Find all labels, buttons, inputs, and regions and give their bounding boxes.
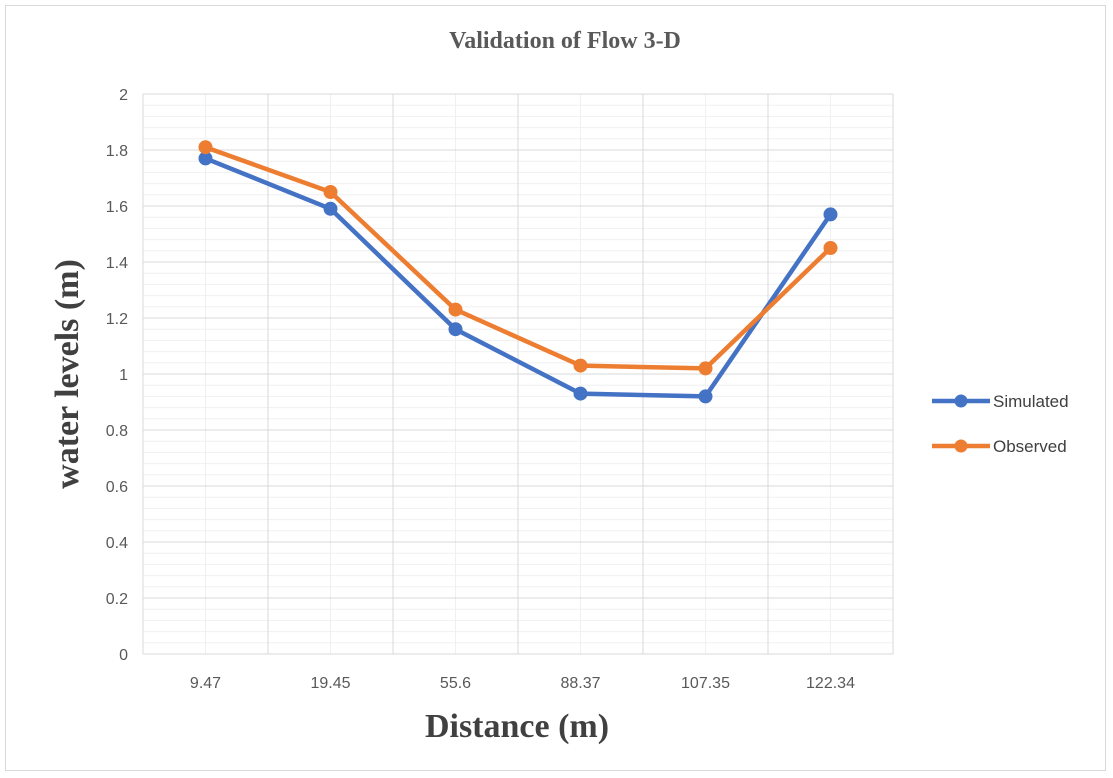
data-point: [573, 358, 588, 373]
legend-label: Observed: [993, 437, 1067, 456]
y-tick-label: 2: [119, 87, 128, 104]
data-point: [698, 361, 713, 376]
y-tick-label: 0.8: [106, 423, 128, 440]
data-point: [448, 302, 463, 317]
series-simulated: [198, 151, 838, 404]
series-line: [203, 144, 833, 371]
x-tick-label: 19.45: [310, 675, 350, 692]
x-tick-label: 88.37: [560, 675, 600, 692]
chart-frame: [5, 5, 1106, 771]
legend-entry: Observed: [932, 437, 1067, 456]
axes: 0 0.2 0.4 0.6 0.8 1 1.2 1.4 1.6 1.8 2 9.47 19.45 55.6…: [106, 87, 855, 692]
series-line: [203, 156, 833, 399]
gridlines: [142, 93, 894, 655]
data-point: [198, 140, 213, 155]
legend-entry: Simulated: [932, 392, 1069, 411]
y-tick-label: 1.6: [106, 199, 128, 216]
y-tick-label: 1.8: [106, 143, 128, 160]
legend-marker: [954, 394, 968, 408]
y-tick-label: 0: [119, 647, 128, 664]
chart-title: Validation of Flow 3-D: [449, 28, 681, 54]
y-tick-label: 1.2: [106, 311, 128, 328]
legend-label: Simulated: [993, 392, 1069, 411]
series-lines: [198, 140, 838, 404]
data-point: [823, 241, 838, 255]
y-tick-label: 1.4: [106, 255, 128, 272]
x-tick-label: 122.34: [806, 675, 855, 692]
y-tick-label: 0.6: [106, 479, 128, 496]
y-axis-title: water levels (m): [49, 259, 86, 489]
legend: Simulated Observed: [932, 392, 1069, 456]
data-point: [823, 207, 838, 222]
data-point: [323, 201, 338, 216]
y-tick-label: 0.2: [106, 591, 128, 608]
x-tick-label: 9.47: [190, 675, 221, 692]
data-point: [573, 386, 588, 401]
x-tick-label: 55.6: [440, 675, 471, 692]
y-tick-label: 1: [119, 367, 128, 384]
data-point: [698, 389, 713, 404]
x-axis-title: Distance (m): [425, 708, 609, 745]
x-tick-label: 107.35: [681, 675, 730, 692]
legend-marker: [954, 439, 968, 453]
series-observed: [198, 140, 838, 376]
data-point: [448, 322, 463, 337]
data-point: [323, 185, 338, 199]
y-tick-label: 0.4: [106, 535, 128, 552]
